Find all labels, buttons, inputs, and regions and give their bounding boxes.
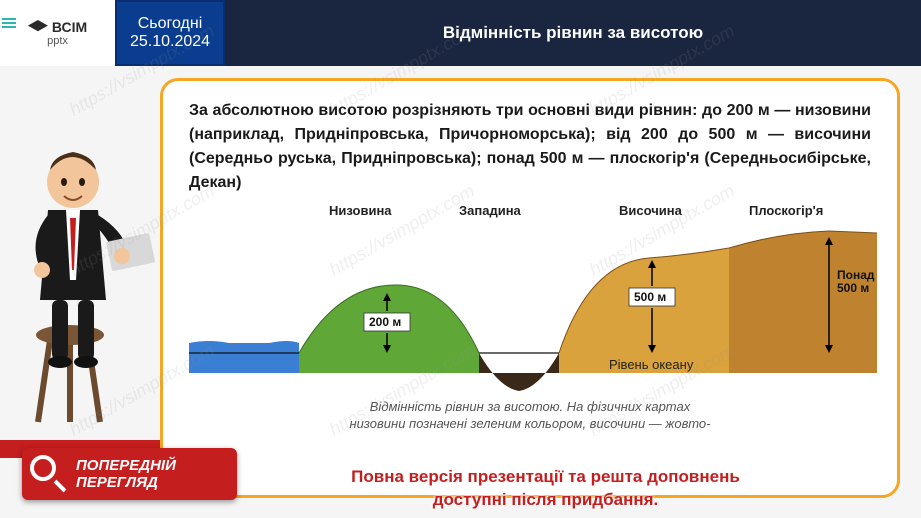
measure-500m: 500 м: [634, 290, 666, 304]
caption-line1: Відмінність рівнин за висотою. На фізичн…: [189, 399, 871, 416]
measure-200m: 200 м: [369, 315, 401, 329]
label-lowland: Низовина: [329, 203, 392, 218]
terrain-diagram: Низовина Западина Височина Плоскогір'я 2…: [189, 203, 871, 393]
preview-line1: ПОПЕРЕДНІЙ: [76, 457, 176, 474]
diagram-caption: Відмінність рівнин за висотою. На фізичн…: [189, 399, 871, 433]
logo-brand: ВСІМ: [52, 19, 87, 35]
main-text: За абсолютною висотою розрізняють три ос…: [189, 99, 871, 195]
content-panel: За абсолютною висотою розрізняють три ос…: [160, 78, 900, 498]
label-depression: Западина: [459, 203, 521, 218]
notice-line2: доступні після придбання.: [180, 489, 911, 512]
logo-area: ВСІМ pptx: [0, 0, 115, 66]
caption-line2: низовини позначені зеленим кольором, вис…: [189, 416, 871, 433]
logo-sub: pptx: [47, 35, 68, 47]
date-value: 25.10.2024: [130, 33, 210, 51]
date-box: Сьогодні 25.10.2024: [115, 0, 225, 66]
slide-title: Відмінність рівнин за висотою: [225, 0, 921, 66]
header: ВСІМ pptx Сьогодні 25.10.2024 Відмінніст…: [0, 0, 921, 66]
purchase-notice: Повна версія презентації та решта доповн…: [180, 466, 911, 512]
measure-over500m: Понад 500 м: [837, 269, 879, 295]
preview-line2: ПЕРЕГЛЯД: [76, 474, 176, 491]
magnifier-icon: [30, 455, 68, 493]
label-plateau: Плоскогір'я: [749, 203, 823, 218]
graduation-cap-icon: [28, 20, 48, 34]
businessman-character: [10, 100, 160, 430]
notice-line1: Повна версія презентації та решта доповн…: [180, 466, 911, 489]
label-sea-level: Рівень океану: [609, 357, 693, 372]
today-label: Сьогодні: [138, 15, 203, 33]
label-upland: Височина: [619, 203, 682, 218]
